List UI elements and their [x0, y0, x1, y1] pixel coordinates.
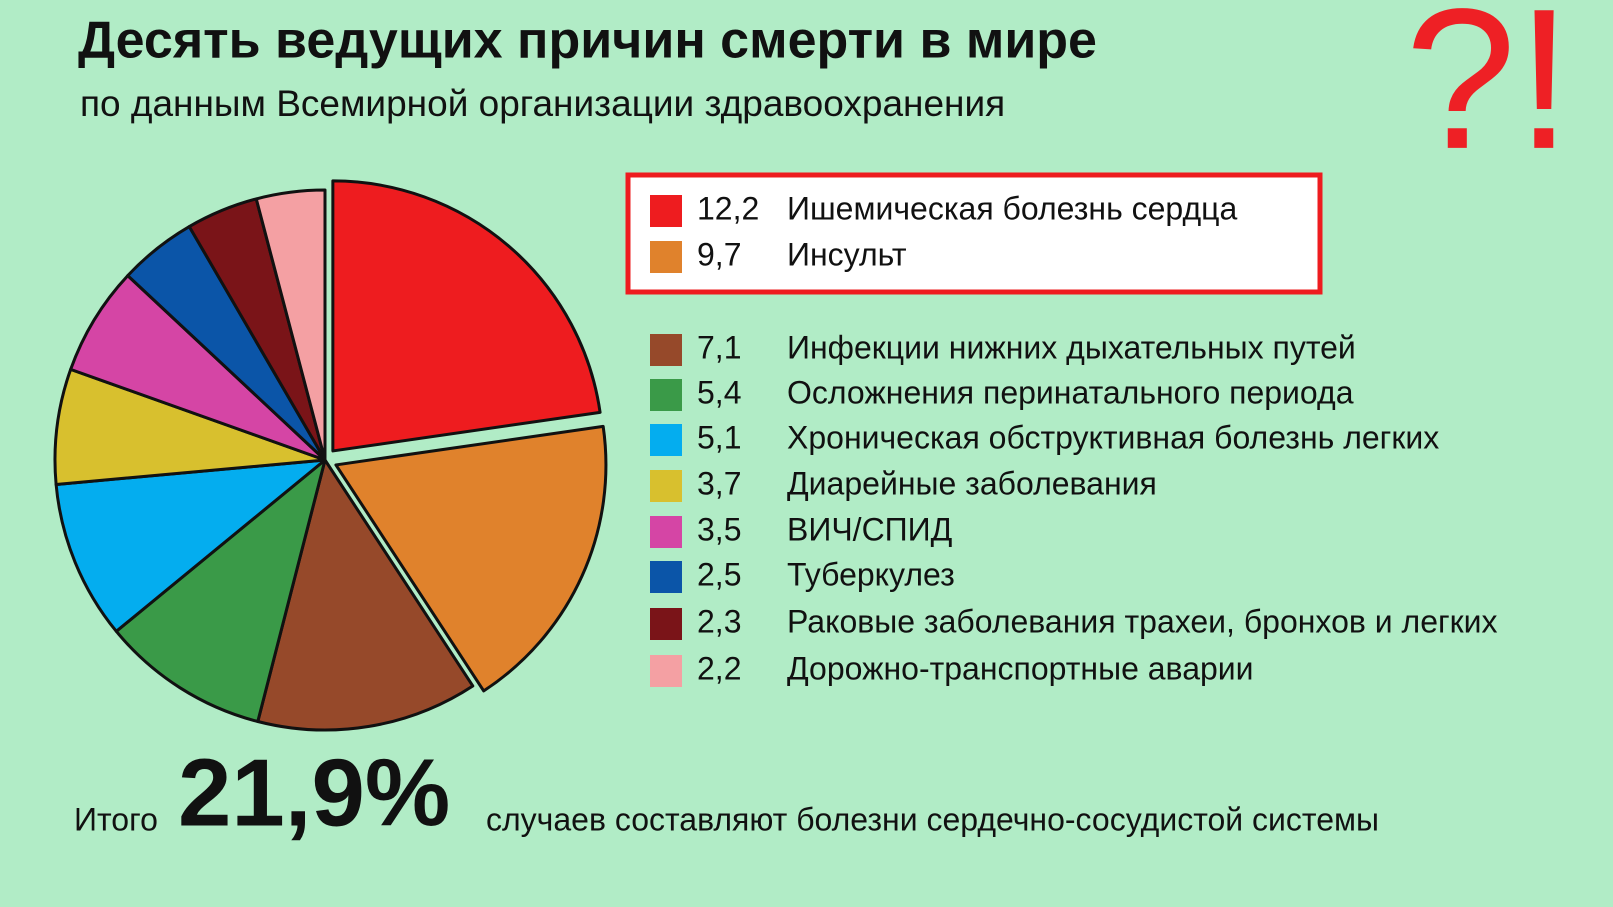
pie-slice [54, 458, 327, 633]
legend-label: Диарейные заболевания [787, 465, 1157, 501]
legend-label: Ишемическая болезнь сердца [787, 190, 1237, 226]
legend-label: Осложнения перинатального периода [787, 374, 1354, 410]
legend-value: 5,1 [697, 419, 741, 455]
legend-value: 2,3 [697, 603, 741, 639]
legend-label: Хроническая обструктивная болезнь легких [787, 419, 1439, 455]
legend-swatch [650, 608, 682, 640]
pie-slice [114, 458, 327, 724]
chart-subtitle: по данным Всемирной организации здравоох… [80, 83, 1005, 124]
legend-label: Туберкулез [787, 556, 955, 592]
legend-label: Инсульт [787, 236, 907, 272]
legend-swatch [650, 424, 682, 456]
pie-slice [53, 367, 327, 486]
legend-label: ВИЧ/СПИД [787, 511, 953, 547]
highlight-box [625, 172, 1323, 295]
pie-slice [254, 188, 327, 462]
legend-label: Дорожно-транспортные аварии [787, 650, 1254, 686]
legend-swatch [650, 655, 682, 687]
pie-slice [69, 274, 327, 462]
legend-value: 7,1 [697, 329, 741, 365]
total-prefix: Итого [74, 801, 158, 837]
total-value: 21,9% [178, 739, 450, 846]
legend-label: Инфекции нижних дыхательных путей [787, 329, 1356, 365]
legend-value: 2,5 [697, 556, 741, 592]
pie-slice [334, 424, 608, 693]
legend-swatch [650, 516, 682, 548]
legend-swatch [650, 379, 682, 411]
legend-swatch [650, 470, 682, 502]
chart-title: Десять ведущих причин смерти в мире [78, 12, 1097, 70]
legend-value: 2,2 [697, 650, 741, 686]
total-suffix: случаев составляют болезни сердечно-сосу… [486, 801, 1379, 837]
legend-value: 3,7 [697, 465, 741, 501]
legend-swatch [650, 195, 682, 227]
legend-swatch [650, 241, 682, 273]
legend-swatch [650, 334, 682, 366]
legend-value: 3,5 [697, 511, 741, 547]
exclamation-mark: ?! [1405, 0, 1572, 191]
legend-swatch [650, 561, 682, 593]
legend-value: 9,7 [697, 236, 741, 272]
legend-value: 12,2 [697, 190, 759, 226]
pie-slice [331, 179, 602, 453]
legend-label: Раковые заболевания трахеи, бронхов и ле… [787, 603, 1498, 639]
pie-slice [256, 458, 475, 732]
legend-value: 5,4 [697, 374, 741, 410]
